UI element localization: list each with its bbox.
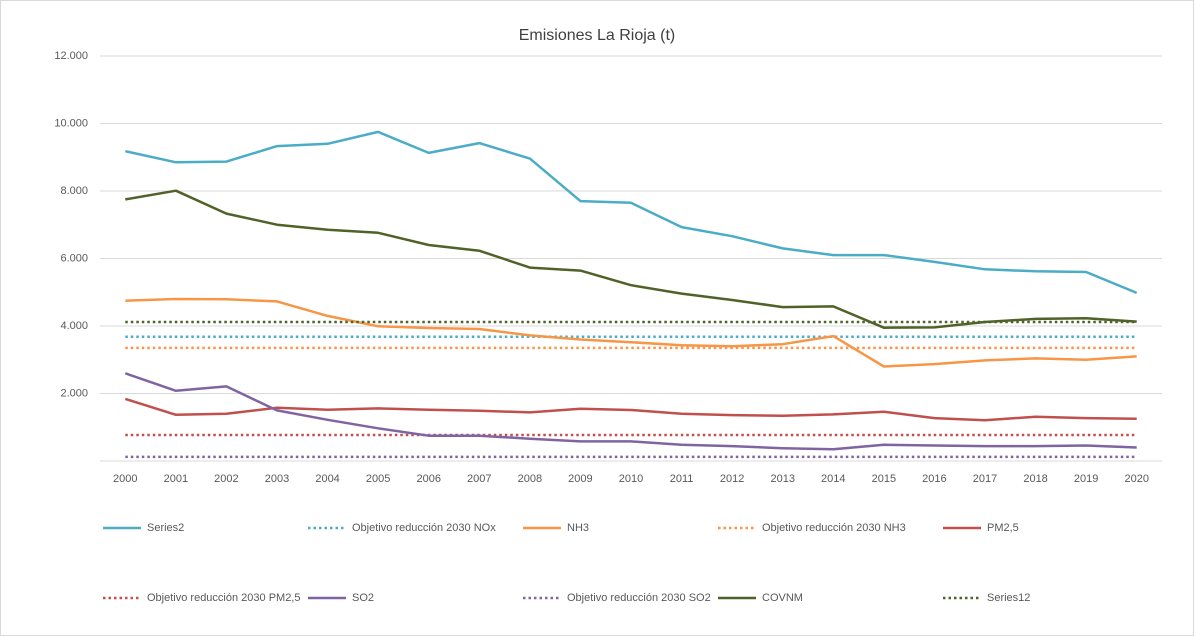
x-tick-label: 2010 <box>619 473 643 485</box>
x-tick-label: 2014 <box>821 473 845 485</box>
x-tick-label: 2002 <box>214 473 238 485</box>
x-tick-label: 2006 <box>416 473 440 485</box>
x-tick-label: 2008 <box>518 473 542 485</box>
legend-label: Objetivo reducción 2030 NH3 <box>762 522 906 534</box>
y-tick-label: 4.000 <box>60 320 88 332</box>
x-tick-label: 2013 <box>770 473 794 485</box>
legend-label: NH3 <box>567 522 589 534</box>
x-tick-label: 2019 <box>1074 473 1098 485</box>
legend-label: SO2 <box>352 592 374 604</box>
legend-label: Series2 <box>147 522 184 534</box>
series-line <box>124 397 1137 422</box>
x-tick-label: 2020 <box>1124 473 1148 485</box>
legend-label: PM2,5 <box>987 522 1019 534</box>
x-tick-label: 2016 <box>922 473 946 485</box>
y-tick-label: 6.000 <box>60 252 88 264</box>
series-line <box>125 297 1137 368</box>
x-tick-label: 2017 <box>973 473 997 485</box>
x-tick-label: 2015 <box>872 473 896 485</box>
x-tick-label: 2007 <box>467 473 491 485</box>
chart-title: Emisiones La Rioja (t) <box>519 27 676 44</box>
series-line <box>124 372 1137 451</box>
x-tick-label: 2012 <box>720 473 744 485</box>
y-tick-label: 10.000 <box>54 117 88 129</box>
y-tick-label: 8.000 <box>60 185 88 197</box>
legend-label: Objetivo reducción 2030 PM2,5 <box>147 592 300 604</box>
legend-label: COVNM <box>762 592 803 604</box>
legend-label: Objetivo reducción 2030 NOx <box>352 522 496 534</box>
x-tick-label: 2005 <box>366 473 390 485</box>
x-tick-label: 2009 <box>568 473 592 485</box>
x-tick-label: 2001 <box>164 473 188 485</box>
legend-label: Series12 <box>987 592 1030 604</box>
legend-label: Objetivo reducción 2030 SO2 <box>567 592 711 604</box>
x-tick-label: 2018 <box>1023 473 1047 485</box>
y-tick-label: 2.000 <box>60 387 88 399</box>
x-tick-label: 2003 <box>265 473 289 485</box>
x-tick-label: 2004 <box>315 473 339 485</box>
x-tick-label: 2011 <box>670 473 694 485</box>
y-tick-label: 12.000 <box>54 50 88 62</box>
series-line <box>125 189 1137 329</box>
series-line <box>125 130 1138 295</box>
x-tick-label: 2000 <box>113 473 137 485</box>
